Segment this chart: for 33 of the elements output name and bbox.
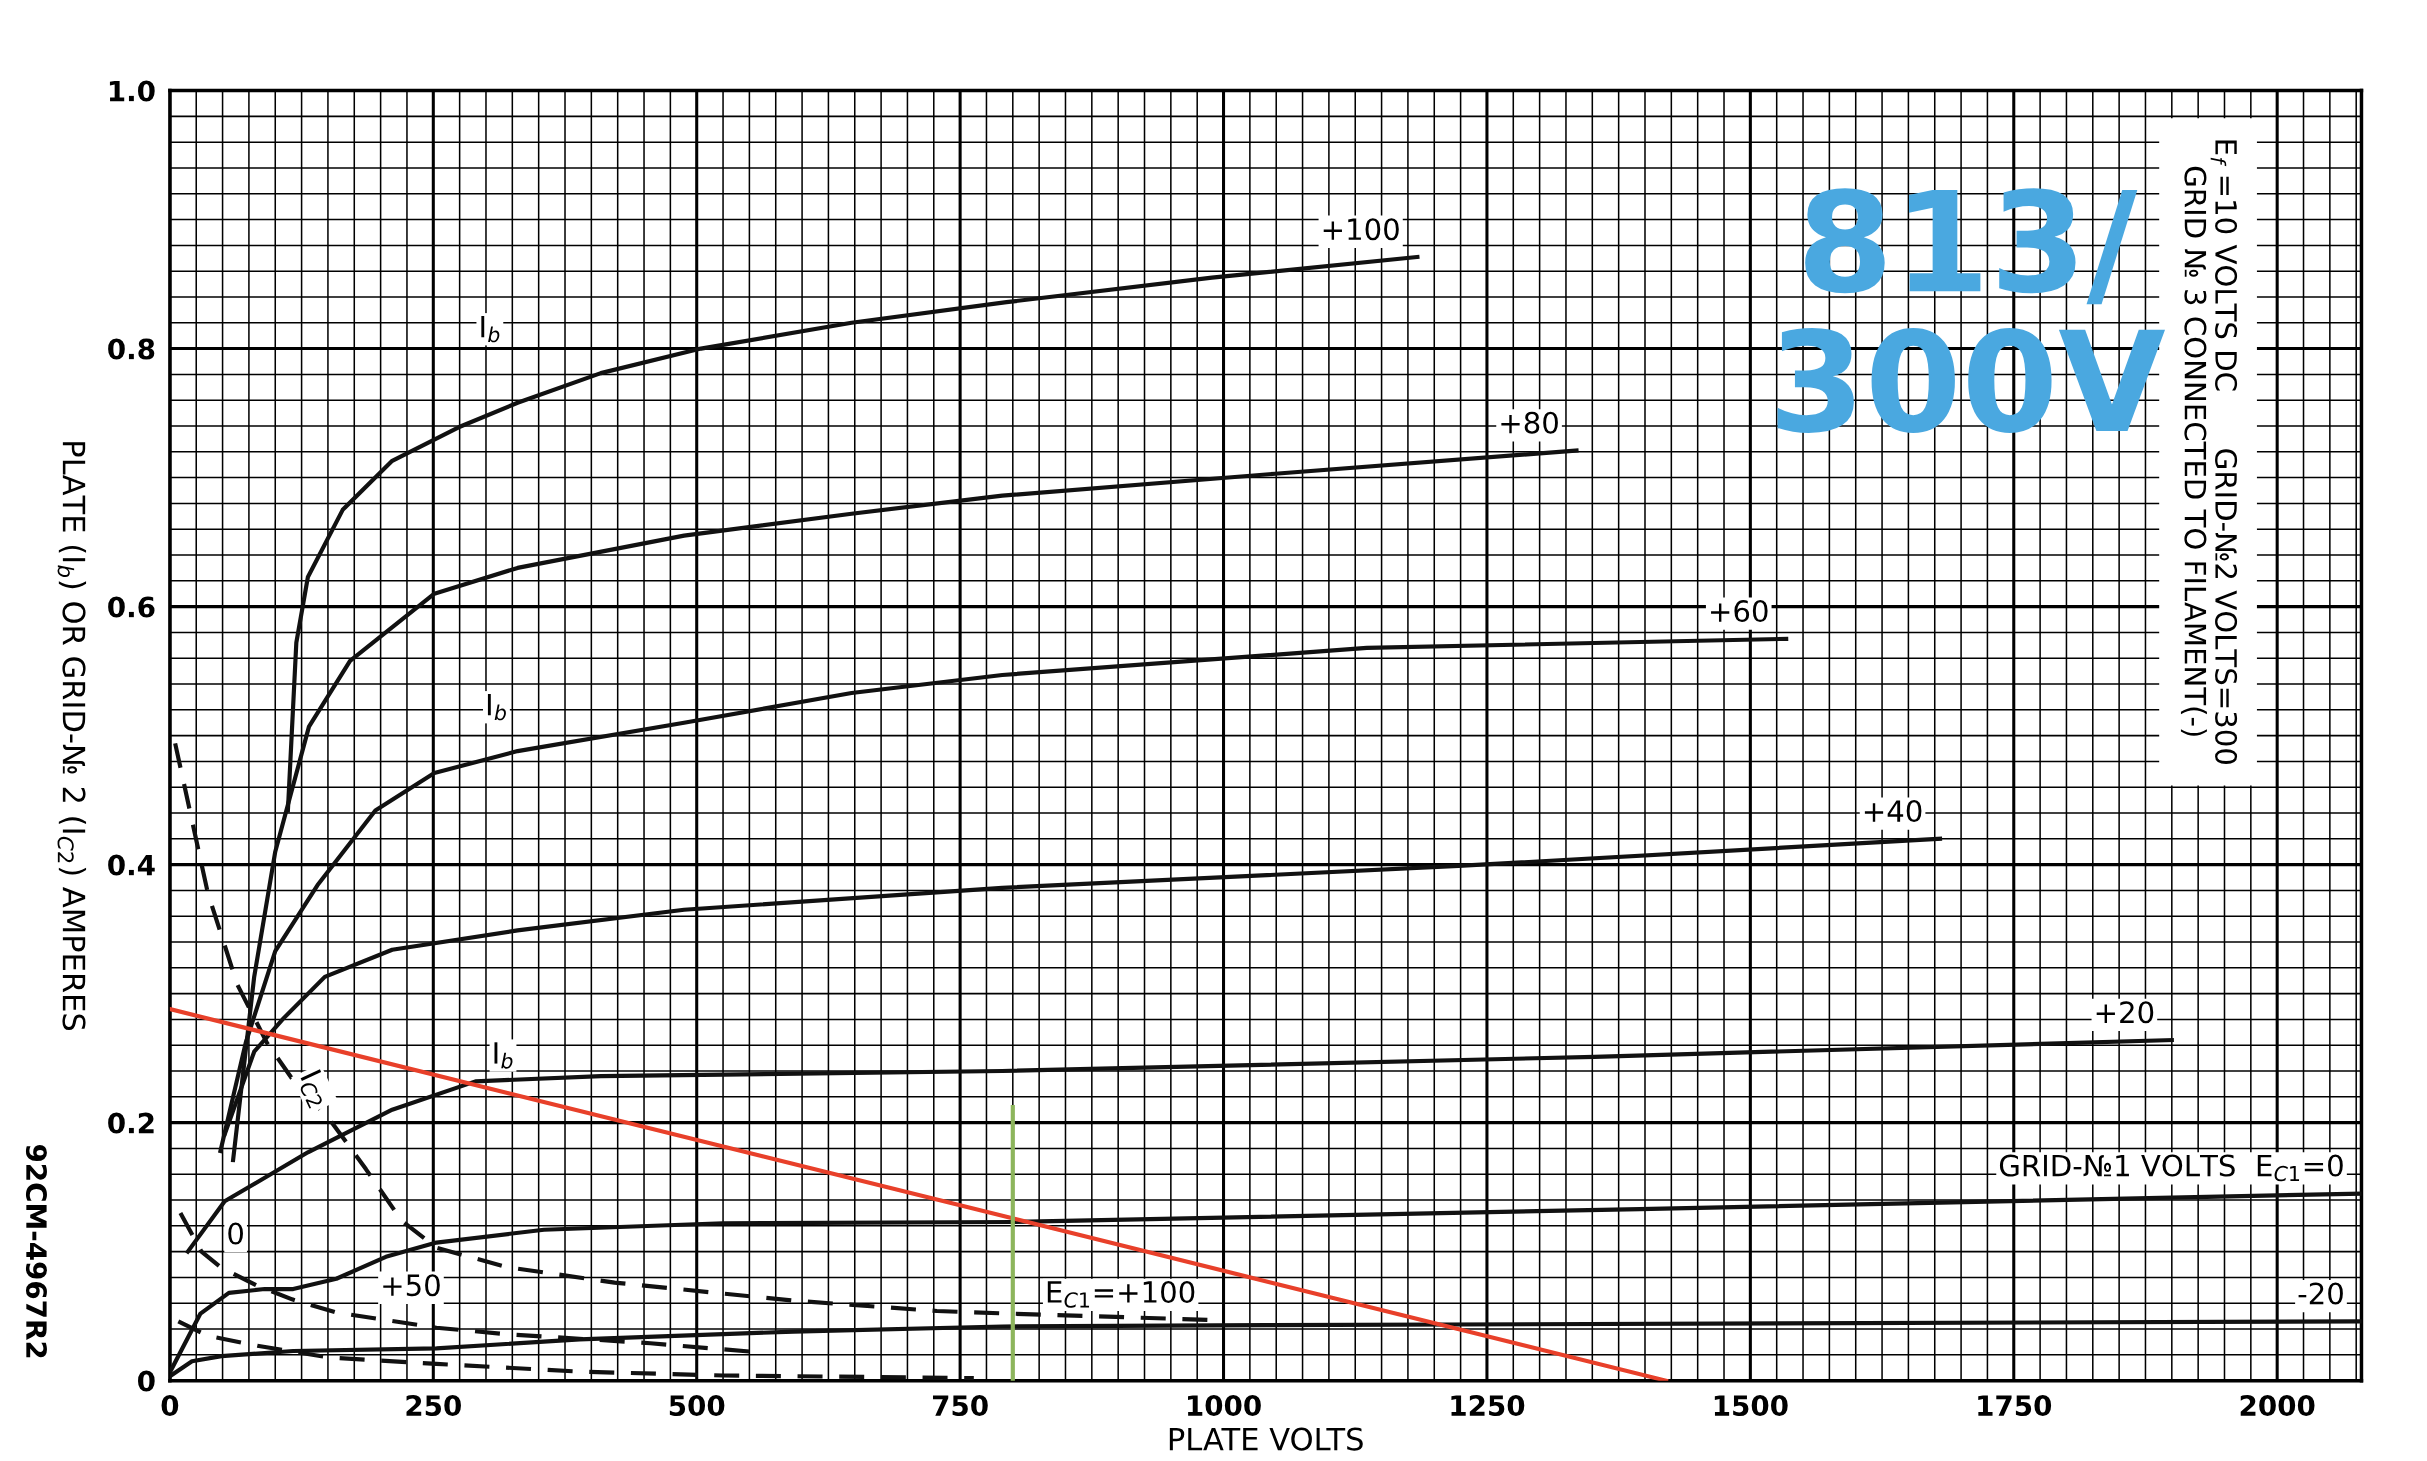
series-label: E$_{C1}$=+100 <box>1047 1280 1195 1308</box>
series-label: +80 <box>1501 411 1558 434</box>
y-tick-label: 0.4 <box>108 854 155 876</box>
y-tick-label: 0 <box>138 1370 155 1392</box>
x-tick-label: 1750 <box>1978 1395 2052 1417</box>
annotation: I$_{C2}$ <box>296 1069 334 1109</box>
annotation: I$_{b}$ <box>494 1042 513 1069</box>
x-tick-label: 2000 <box>2240 1395 2315 1417</box>
y-tick-label: 1.0 <box>109 80 155 102</box>
y-tick-label: 0.8 <box>108 338 155 360</box>
annotation: I$_{b}$ <box>481 316 500 343</box>
x-tick-label: 1500 <box>1714 1395 1788 1417</box>
series-label: +60 <box>1711 600 1768 623</box>
x-axis-title: PLATE VOLTS <box>1169 1427 1363 1451</box>
x-tick-label: 500 <box>669 1395 725 1417</box>
x-tick-label: 250 <box>406 1395 461 1417</box>
y-axis-title: PLATE (I$_{b}$) OR GRID-№ 2 (I$_{C2}$) AMPERES <box>57 442 87 1031</box>
series-label: +100 <box>1323 218 1399 241</box>
y-tick-label: 0.6 <box>108 596 155 618</box>
x-tick-label: 0 <box>161 1395 179 1417</box>
y-tick-label: 0.2 <box>108 1112 154 1134</box>
x-tick-label: 1250 <box>1451 1395 1525 1417</box>
series-label: +20 <box>2096 1001 2154 1024</box>
series-label: -20 <box>2298 1282 2343 1305</box>
series-label: +40 <box>1864 799 1922 823</box>
series-label: GRID-№1 VOLTS E$_{C1}$=0 <box>1999 1154 2343 1182</box>
x-tick-label: 1000 <box>1188 1395 1261 1417</box>
x-tick-label: 750 <box>932 1395 988 1417</box>
text: 92CM-4967R2 <box>25 1144 47 1358</box>
annotation: 0 <box>228 1222 243 1245</box>
annotation: I$_{b}$ <box>487 693 506 721</box>
annotation: +50 <box>383 1274 440 1297</box>
annotation: E$_{f}$ =10 VOLTS DC GRID-№2 VOLTS=300 GRID № 3 CONNECTED TO FILAMENT(-) <box>2180 140 2238 764</box>
